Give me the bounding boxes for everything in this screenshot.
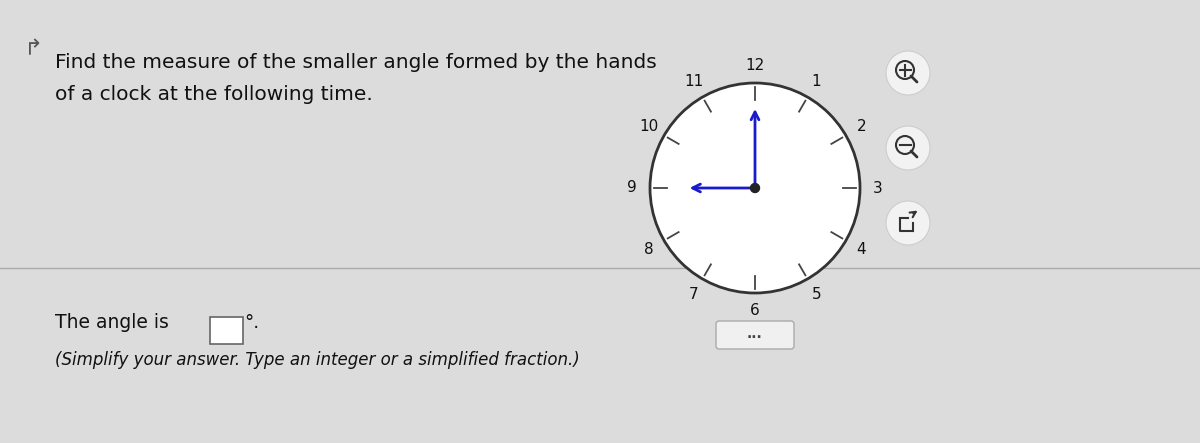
Text: (Simplify your answer. Type an integer or a simplified fraction.): (Simplify your answer. Type an integer o…: [55, 351, 580, 369]
Text: ↲: ↲: [18, 33, 37, 53]
Text: of a clock at the following time.: of a clock at the following time.: [55, 85, 373, 104]
Text: 3: 3: [872, 180, 883, 195]
Text: 12: 12: [745, 58, 764, 73]
Text: 2: 2: [857, 119, 866, 134]
Text: 5: 5: [811, 287, 821, 302]
FancyBboxPatch shape: [716, 321, 794, 349]
Text: The angle is: The angle is: [55, 313, 169, 332]
Circle shape: [886, 201, 930, 245]
Circle shape: [750, 183, 760, 193]
Text: 1: 1: [811, 74, 821, 89]
Text: 11: 11: [684, 74, 703, 89]
Circle shape: [886, 51, 930, 95]
Text: 4: 4: [857, 242, 866, 257]
Text: °.: °.: [244, 313, 259, 332]
Circle shape: [650, 83, 860, 293]
Text: 9: 9: [628, 180, 637, 195]
Text: 8: 8: [643, 242, 654, 257]
Text: ...: ...: [748, 327, 763, 341]
Text: 10: 10: [638, 119, 659, 134]
FancyBboxPatch shape: [210, 316, 242, 343]
Circle shape: [886, 126, 930, 170]
Text: Find the measure of the smaller angle formed by the hands: Find the measure of the smaller angle fo…: [55, 53, 656, 72]
Text: 7: 7: [689, 287, 698, 302]
Text: 6: 6: [750, 303, 760, 319]
